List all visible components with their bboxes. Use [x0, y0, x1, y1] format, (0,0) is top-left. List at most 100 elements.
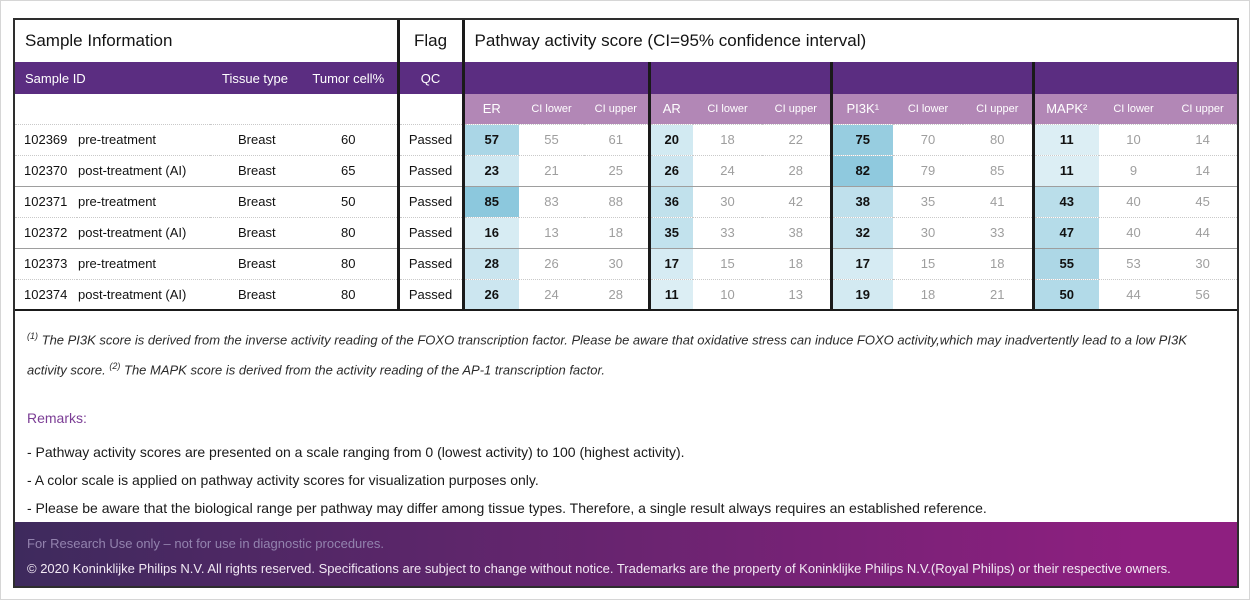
er-ci-lower-cell: 24 — [519, 278, 585, 311]
ar-score-cell: 11 — [647, 278, 694, 311]
table-row: 102370 post-treatment (AI) Breast 65 Passed 2… — [15, 154, 1238, 186]
ar-ci-upper-cell: 13 — [762, 278, 832, 311]
er-ci-lower-cell: 26 — [519, 247, 585, 279]
footnotes: (1) The PI3K score is derived from the i… — [15, 311, 1237, 390]
er-score-cell: 28 — [461, 247, 520, 279]
section-header-pathway: Pathway activity score (CI=95% confidenc… — [461, 20, 1238, 62]
mapk-score-cell: 11 — [1031, 123, 1100, 155]
table-row: 102372 post-treatment (AI) Breast 80 Passed 1… — [15, 216, 1238, 248]
col-header-tumor-cell: Tumor cell% — [300, 62, 399, 94]
qc-flag-cell: Passed — [396, 278, 464, 311]
group-label-pi3k: PI3K¹ — [829, 94, 894, 124]
treatment-cell: post-treatment (AI) — [77, 154, 210, 186]
mapk-ci-lower-cell: 40 — [1099, 216, 1169, 248]
treatment-cell: post-treatment (AI) — [77, 278, 210, 311]
col-header-ci-upper: CI upper — [1168, 94, 1238, 124]
ar-ci-lower-cell: 30 — [693, 185, 763, 217]
ar-score-cell: 17 — [647, 247, 694, 279]
sample-id-cell: 102371 — [15, 185, 77, 217]
pathway-group-band-ar — [647, 62, 832, 94]
er-ci-upper-cell: 28 — [584, 278, 650, 311]
pi3k-score-cell: 75 — [829, 123, 894, 155]
ar-ci-lower-cell: 15 — [693, 247, 763, 279]
footer-copyright: © 2020 Koninklijke Philips N.V. All righ… — [27, 560, 1171, 576]
er-ci-lower-cell: 21 — [519, 154, 585, 186]
qc-flag-cell: Passed — [396, 216, 464, 248]
pi3k-score-cell: 32 — [829, 216, 894, 248]
footer-bar: For Research Use only – not for use in d… — [15, 521, 1237, 586]
mapk-ci-upper-cell: 56 — [1168, 278, 1238, 311]
mapk-ci-lower-cell: 9 — [1099, 154, 1169, 186]
col-header-ci-lower: CI lower — [1099, 94, 1169, 124]
col-header-ci-upper: CI upper — [963, 94, 1034, 124]
footnote-marker-1: (1) — [27, 331, 38, 341]
remark-item: - Please be aware that the biological ra… — [27, 499, 987, 516]
column-header-row: Sample ID Tissue type Tumor cell% QC — [15, 62, 1238, 94]
pi3k-score-cell: 82 — [829, 154, 894, 186]
pi3k-ci-lower-cell: 30 — [893, 216, 964, 248]
col-header-ci-lower: CI lower — [893, 94, 964, 124]
qc-flag-cell: Passed — [396, 123, 464, 155]
sample-id-cell: 102373 — [15, 247, 77, 279]
pi3k-ci-lower-cell: 79 — [893, 154, 964, 186]
pi3k-ci-upper-cell: 21 — [963, 278, 1034, 311]
pi3k-ci-lower-cell: 35 — [893, 185, 964, 217]
ar-ci-lower-cell: 24 — [693, 154, 763, 186]
remark-item: - Pathway activity scores are presented … — [27, 443, 685, 460]
pathway-group-band-mapk — [1031, 62, 1238, 94]
mapk-score-cell: 55 — [1031, 247, 1100, 279]
table-body: 102369 pre-treatment Breast 60 Passed 57 55 61 2… — [15, 123, 1238, 311]
ar-score-cell: 26 — [647, 154, 694, 186]
er-ci-upper-cell: 18 — [584, 216, 650, 248]
mapk-ci-upper-cell: 44 — [1168, 216, 1238, 248]
tumor-pct-cell: 80 — [300, 216, 399, 248]
tumor-pct-cell: 65 — [300, 154, 399, 186]
results-table: Sample Information Flag Pathway activity… — [15, 20, 1238, 311]
pi3k-ci-upper-cell: 18 — [963, 247, 1034, 279]
mapk-ci-lower-cell: 10 — [1099, 123, 1169, 155]
footnote-marker-2: (2) — [109, 361, 121, 372]
section-header-flag: Flag — [396, 20, 464, 62]
mapk-ci-upper-cell: 14 — [1168, 154, 1238, 186]
mapk-score-cell: 50 — [1031, 278, 1100, 311]
title-row: Sample Information Flag Pathway activity… — [15, 20, 1238, 62]
ar-ci-lower-cell: 10 — [693, 278, 763, 311]
pi3k-ci-upper-cell: 33 — [963, 216, 1034, 248]
ar-score-cell: 35 — [647, 216, 694, 248]
pi3k-score-cell: 17 — [829, 247, 894, 279]
mapk-ci-lower-cell: 40 — [1099, 185, 1169, 217]
er-score-cell: 57 — [461, 123, 520, 155]
mapk-ci-upper-cell: 45 — [1168, 185, 1238, 217]
ar-ci-upper-cell: 28 — [762, 154, 832, 186]
er-ci-upper-cell: 25 — [584, 154, 650, 186]
table-row: 102373 pre-treatment Breast 80 Passed 28 26 30 1… — [15, 247, 1238, 279]
mapk-ci-upper-cell: 14 — [1168, 123, 1238, 155]
col-header-ci-upper: CI upper — [762, 94, 832, 124]
table-row: 102371 pre-treatment Breast 50 Passed 85 83 88 3… — [15, 185, 1238, 217]
pi3k-ci-lower-cell: 18 — [893, 278, 964, 311]
er-ci-upper-cell: 61 — [584, 123, 650, 155]
tissue-cell: Breast — [210, 123, 300, 155]
col-header-tissue-type: Tissue type — [210, 62, 300, 94]
mapk-ci-upper-cell: 30 — [1168, 247, 1238, 279]
col-header-ci-upper: CI upper — [584, 94, 650, 124]
col-header-ci-lower: CI lower — [693, 94, 763, 124]
qc-flag-cell: Passed — [396, 185, 464, 217]
treatment-cell: post-treatment (AI) — [77, 216, 210, 248]
treatment-cell: pre-treatment — [77, 247, 210, 279]
mapk-ci-lower-cell: 44 — [1099, 278, 1169, 311]
pi3k-score-cell: 38 — [829, 185, 894, 217]
er-ci-upper-cell: 88 — [584, 185, 650, 217]
pi3k-score-cell: 19 — [829, 278, 894, 311]
qc-flag-cell: Passed — [396, 154, 464, 186]
section-header-sample-info: Sample Information — [15, 20, 399, 62]
sample-id-cell: 102372 — [15, 216, 77, 248]
mapk-score-cell: 43 — [1031, 185, 1100, 217]
tumor-pct-cell: 80 — [300, 278, 399, 311]
mapk-score-cell: 47 — [1031, 216, 1100, 248]
ar-ci-upper-cell: 22 — [762, 123, 832, 155]
ar-ci-lower-cell: 33 — [693, 216, 763, 248]
treatment-cell: pre-treatment — [77, 185, 210, 217]
tumor-pct-cell: 50 — [300, 185, 399, 217]
